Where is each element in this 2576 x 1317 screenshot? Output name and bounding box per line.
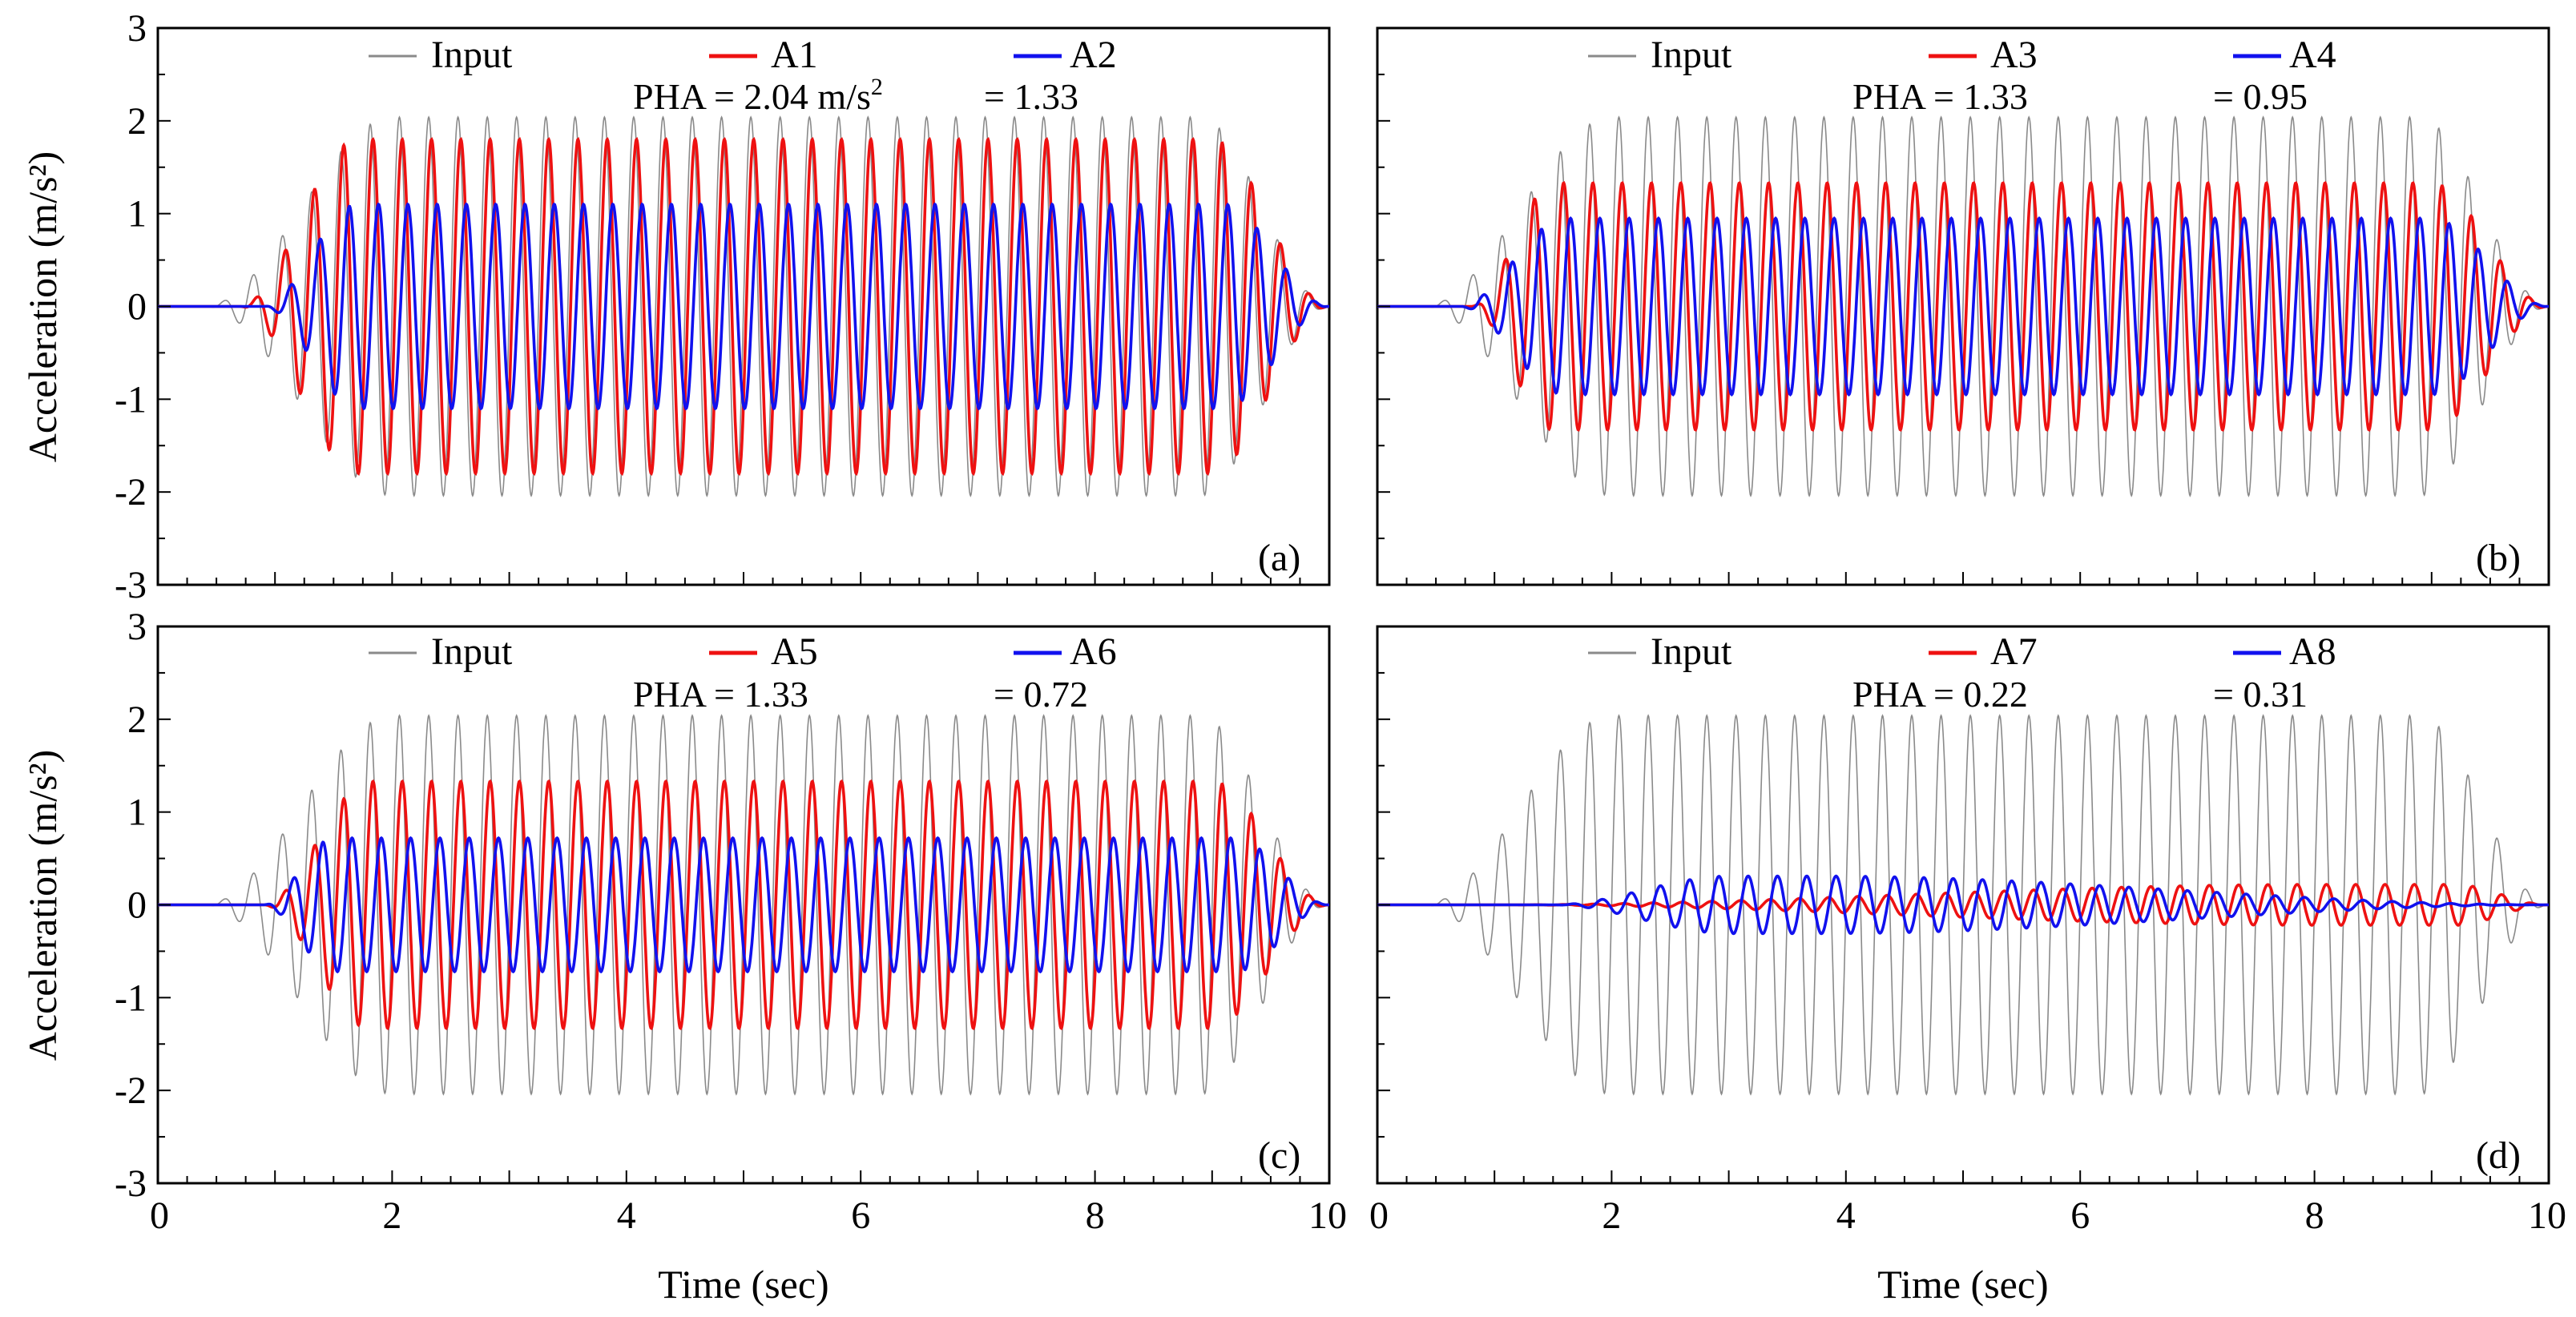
- x-tick-label: 6: [2070, 1194, 2090, 1237]
- panel-b: Input A3 A4 PHA = 1.33 = 0.95 (b): [1376, 26, 2550, 586]
- y-tick-label: 3: [127, 606, 147, 648]
- legend-label-input: Input: [431, 630, 513, 673]
- y-tick-label: -3: [115, 1162, 147, 1205]
- panel-a: 3 2 1 0 -1 -2 -3 Input A1 A2 PHA = 2.04 m/s2 =…: [115, 7, 1331, 606]
- series-line-a8: [1377, 874, 2549, 936]
- legend-label-input: Input: [1651, 34, 1732, 76]
- y-tick-label: 0: [127, 286, 147, 328]
- series-line-input: [1377, 115, 2549, 497]
- x-tick-label: 0: [1369, 1194, 1389, 1237]
- ticks: [157, 27, 1330, 586]
- y-tick-labels: 3 2 1 0 -1 -2 -3: [115, 606, 147, 1205]
- legend-label-red: A5: [771, 630, 818, 673]
- y-tick-label: 1: [127, 193, 147, 236]
- ticks: [1377, 27, 2550, 586]
- y-tick-labels: 3 2 1 0 -1 -2 -3: [115, 7, 147, 606]
- y-tick-label: -1: [115, 977, 147, 1019]
- series-line-a2: [158, 202, 1329, 411]
- legend-label-blue: A6: [1070, 630, 1117, 673]
- y-tick-label: 0: [127, 884, 147, 927]
- pha-annotation: PHA = 1.33: [633, 674, 808, 715]
- legend: Input A7 A8: [1588, 630, 2336, 673]
- y-tick-label: 3: [127, 7, 147, 50]
- y-tick-label: -1: [115, 378, 147, 421]
- x-tick-label: 10: [2528, 1194, 2566, 1237]
- x-tick-label: 8: [1086, 1194, 1105, 1237]
- x-tick-label: 6: [851, 1194, 870, 1237]
- panel-d: 0 2 4 6 8 10 Input A7 A8 PHA = 0.22 = 0.31 (d…: [1369, 625, 2566, 1237]
- y-tick-label: -2: [115, 471, 147, 514]
- panel-label: (d): [2476, 1134, 2521, 1177]
- legend: Input A5 A6: [369, 630, 1117, 673]
- panel-label: (c): [1258, 1134, 1300, 1177]
- traces: [1377, 115, 2549, 497]
- pha-annotation: PHA = 1.33: [1852, 76, 2028, 117]
- y-tick-label: -3: [115, 564, 147, 606]
- traces: [158, 115, 1329, 497]
- panel-label: (b): [2476, 537, 2521, 579]
- legend-label-blue: A4: [2289, 34, 2336, 76]
- legend-label-red: A7: [1990, 630, 2038, 673]
- series-line-a6: [158, 836, 1329, 974]
- x-tick-labels: 0 2 4 6 8 10: [150, 1194, 1347, 1237]
- legend-label-blue: A8: [2289, 630, 2336, 673]
- series-line-a5: [158, 779, 1329, 1031]
- legend-label-red: A3: [1990, 34, 2038, 76]
- legend-label-input: Input: [431, 34, 513, 76]
- legend: Input A1 A2: [369, 34, 1117, 76]
- x-tick-label: 4: [617, 1194, 636, 1237]
- second-annotation: = 0.31: [2213, 674, 2308, 715]
- pha-annotation: PHA = 2.04 m/s2: [633, 74, 883, 117]
- second-annotation: = 0.95: [2213, 76, 2308, 117]
- x-tick-label: 2: [382, 1194, 401, 1237]
- legend-label-input: Input: [1651, 630, 1732, 673]
- series-line-a4: [1377, 215, 2549, 397]
- y-tick-label: 2: [127, 100, 147, 143]
- x-tick-label: 10: [1308, 1194, 1347, 1237]
- ticks: [157, 626, 1330, 1184]
- y-tick-label: 2: [127, 699, 147, 741]
- x-tick-label: 2: [1602, 1194, 1621, 1237]
- series-line-input: [1377, 714, 2549, 1096]
- legend: Input A3 A4: [1588, 34, 2336, 76]
- x-tick-label: 8: [2305, 1194, 2324, 1237]
- ticks: [1377, 626, 2550, 1184]
- panel-label: (a): [1258, 537, 1300, 579]
- series-line-input: [158, 115, 1329, 497]
- y-axis-title-bottom: Acceleration (m/s²): [20, 750, 65, 1061]
- y-tick-label: 1: [127, 791, 147, 834]
- traces: [158, 714, 1329, 1096]
- x-tick-label: 4: [1836, 1194, 1856, 1237]
- x-axis-title-right: Time (sec): [1877, 1262, 2048, 1307]
- x-tick-label: 0: [150, 1194, 169, 1237]
- y-axis-title-top: Acceleration (m/s²): [20, 151, 65, 462]
- legend-label-blue: A2: [1070, 34, 1117, 76]
- pha-annotation: PHA = 0.22: [1852, 674, 2028, 715]
- second-annotation: = 1.33: [984, 76, 1078, 117]
- x-tick-labels: 0 2 4 6 8 10: [1369, 1194, 2566, 1237]
- x-axis-title-left: Time (sec): [658, 1262, 828, 1307]
- traces: [1377, 714, 2549, 1096]
- legend-label-red: A1: [771, 34, 818, 76]
- series-line-input: [158, 714, 1329, 1096]
- y-tick-label: -2: [115, 1069, 147, 1112]
- second-annotation: = 0.72: [994, 674, 1088, 715]
